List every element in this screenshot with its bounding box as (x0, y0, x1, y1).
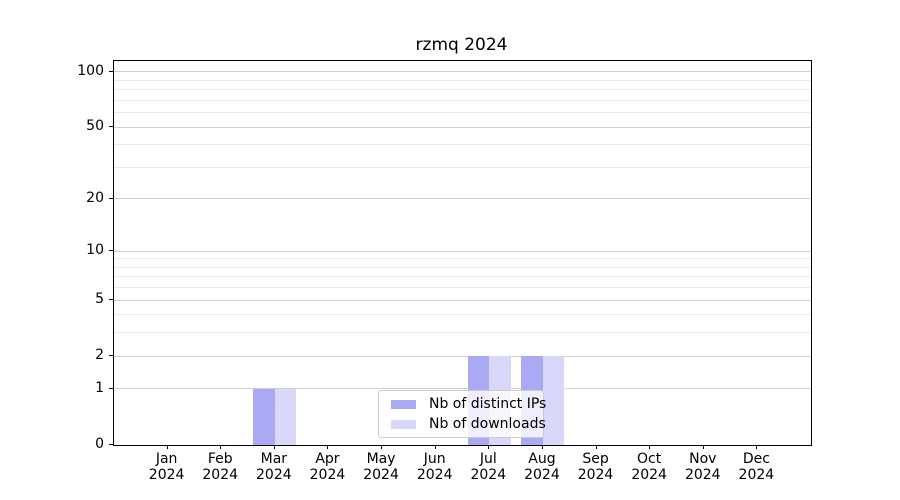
x-tick-mark (488, 445, 490, 449)
x-tick-mark (541, 445, 543, 449)
major-gridline (114, 71, 811, 73)
minor-gridline (114, 144, 811, 146)
y-tick-label: 1 (95, 379, 104, 396)
minor-gridline (114, 332, 811, 334)
y-tick-label: 2 (95, 347, 104, 364)
x-tick-mark (220, 445, 222, 449)
bar-mar-downloads (274, 388, 297, 445)
x-tick-mark (434, 445, 436, 449)
minor-gridline (114, 89, 811, 91)
y-tick-label: 50 (86, 118, 104, 135)
minor-gridline (114, 99, 811, 101)
x-tick-label: Dec 2024 (738, 451, 775, 483)
y-tick-mark (109, 197, 113, 199)
x-tick-mark (649, 445, 651, 449)
x-tick-label: Oct 2024 (631, 451, 667, 483)
y-tick-label: 20 (86, 189, 104, 206)
bar-mar-distinct-ips (253, 388, 275, 445)
major-gridline (114, 250, 811, 252)
y-tick-mark (109, 70, 113, 72)
x-tick-label: Mar 2024 (256, 451, 292, 483)
legend-label-downloads: Nb of downloads (429, 415, 546, 432)
y-tick-mark (109, 299, 113, 301)
x-tick-mark (702, 445, 704, 449)
legend-swatch-distinct-ips (391, 399, 416, 409)
major-gridline (114, 299, 811, 301)
y-tick-mark (109, 250, 113, 252)
y-tick-label: 10 (86, 242, 104, 259)
legend-label-distinct-ips: Nb of distinct IPs (429, 395, 547, 412)
y-tick-mark (109, 387, 113, 389)
major-gridline (114, 388, 811, 390)
minor-gridline (114, 314, 811, 316)
major-gridline (114, 126, 811, 128)
x-tick-mark (756, 445, 758, 449)
x-tick-mark (595, 445, 597, 449)
x-tick-label: Aug 2024 (524, 451, 560, 483)
bar-aug-downloads (542, 356, 565, 445)
legend-item-downloads: Nb of downloads (387, 416, 546, 433)
x-tick-label: Jun 2024 (416, 451, 453, 483)
minor-gridline (114, 266, 811, 268)
chart-title: rzmq 2024 (415, 35, 508, 55)
plot-area (113, 60, 812, 446)
legend-swatch-downloads (391, 419, 416, 429)
y-tick-mark (109, 444, 113, 445)
legend-item-distinct-ips: Nb of distinct IPs (387, 396, 546, 413)
x-tick-label: Jan 2024 (148, 451, 185, 483)
minor-gridline (114, 287, 811, 289)
x-tick-label: Feb 2024 (202, 451, 239, 483)
x-tick-label: Sep 2024 (577, 451, 614, 483)
major-gridline (114, 355, 811, 357)
x-tick-mark (166, 445, 168, 449)
minor-gridline (114, 112, 811, 114)
y-tick-mark (109, 126, 113, 128)
x-tick-label: Apr 2024 (309, 451, 346, 483)
y-tick-label: 100 (77, 62, 104, 79)
x-tick-mark (381, 445, 383, 449)
x-tick-mark (327, 445, 329, 449)
major-gridline (114, 198, 811, 200)
x-tick-mark (273, 445, 275, 449)
minor-gridline (114, 258, 811, 260)
x-tick-label: Nov 2024 (684, 451, 721, 483)
legend: Nb of distinct IPs Nb of downloads (378, 390, 546, 438)
x-tick-label: May 2024 (363, 451, 399, 483)
minor-gridline (114, 166, 811, 168)
minor-gridline (114, 276, 811, 278)
y-tick-mark (109, 355, 113, 357)
x-tick-label: Jul 2024 (470, 451, 507, 483)
minor-gridline (114, 79, 811, 81)
y-tick-label: 5 (95, 291, 104, 308)
y-tick-label: 0 (95, 436, 104, 452)
